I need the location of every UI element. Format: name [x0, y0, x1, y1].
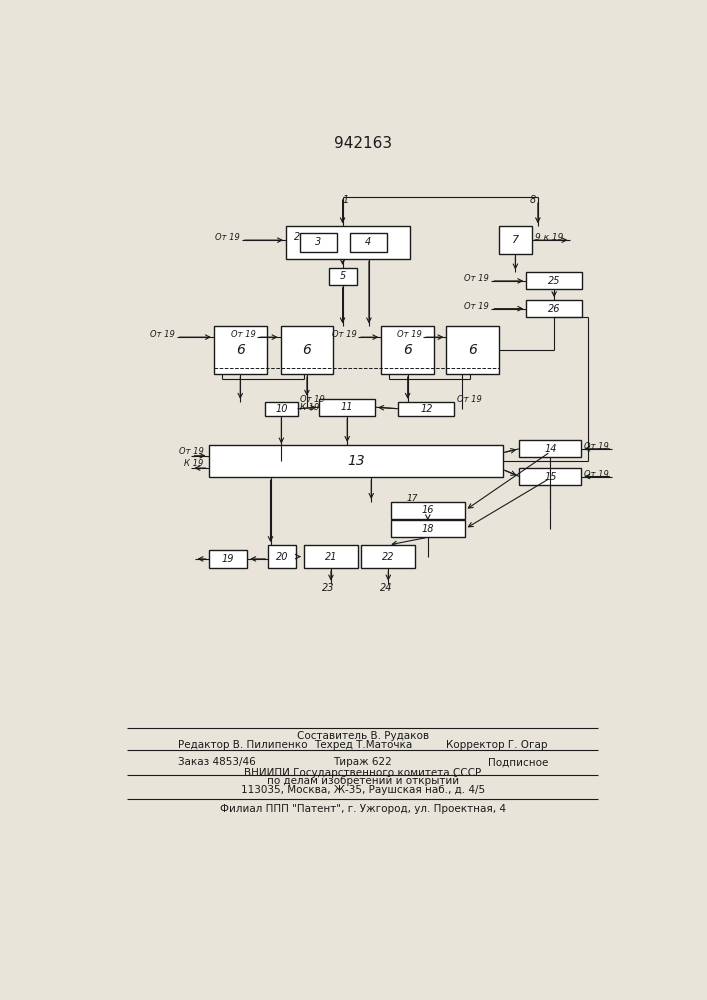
Text: 25: 25: [548, 276, 561, 286]
Text: 6: 6: [303, 343, 311, 357]
Bar: [209, 550, 247, 568]
Bar: [519, 468, 581, 485]
Text: 8: 8: [530, 195, 536, 205]
Bar: [265, 402, 298, 416]
Text: К 19: К 19: [185, 459, 204, 468]
Text: 14: 14: [544, 444, 556, 454]
Text: по делам изобретений и открытий: по делам изобретений и открытий: [267, 776, 459, 786]
Text: От 19: От 19: [583, 470, 609, 479]
Text: От 19: От 19: [457, 395, 481, 404]
Bar: [349, 233, 387, 252]
Text: От 19: От 19: [231, 330, 256, 339]
Text: От 19: От 19: [583, 442, 609, 451]
Bar: [391, 520, 465, 537]
Text: Заказ 4853/46: Заказ 4853/46: [177, 757, 255, 767]
Bar: [320, 399, 375, 416]
Text: 1: 1: [343, 195, 349, 205]
Bar: [446, 326, 499, 374]
Bar: [361, 545, 416, 568]
Text: 26: 26: [548, 304, 561, 314]
Text: 15: 15: [544, 472, 556, 482]
Text: 6: 6: [403, 343, 412, 357]
Text: От 19: От 19: [464, 274, 489, 283]
Text: Корректор Г. Огар: Корректор Г. Огар: [446, 740, 548, 750]
Text: 113035, Москва, Ж-35, Раушская наб., д. 4/5: 113035, Москва, Ж-35, Раушская наб., д. …: [240, 785, 485, 795]
Bar: [398, 402, 454, 416]
Text: К 19: К 19: [300, 403, 320, 412]
Text: 7: 7: [512, 235, 519, 245]
Text: 942163: 942163: [334, 136, 392, 151]
Text: ВНИИПИ Государственного комитета СССР: ВНИИПИ Государственного комитета СССР: [244, 768, 481, 778]
Bar: [391, 502, 465, 519]
Text: 11: 11: [341, 402, 354, 412]
Text: Составитель В. Рудаков: Составитель В. Рудаков: [297, 731, 428, 741]
Text: 20: 20: [276, 552, 288, 562]
Bar: [499, 226, 532, 254]
Text: 3: 3: [315, 237, 322, 247]
Text: 10: 10: [275, 404, 288, 414]
Text: Техред Т.Маточка: Техред Т.Маточка: [314, 740, 412, 750]
Bar: [526, 300, 582, 317]
Bar: [209, 445, 503, 477]
Text: 24: 24: [380, 583, 392, 593]
Text: От 19: От 19: [300, 395, 325, 404]
Text: 21: 21: [325, 552, 337, 562]
Text: 5: 5: [339, 271, 346, 281]
Text: 23: 23: [322, 583, 335, 593]
Text: От 19: От 19: [216, 233, 240, 242]
Text: 4: 4: [365, 237, 371, 247]
Text: Тираж 622: Тираж 622: [333, 757, 392, 767]
Text: 18: 18: [421, 524, 434, 534]
Bar: [329, 268, 356, 285]
Bar: [214, 326, 267, 374]
Bar: [304, 545, 358, 568]
Bar: [281, 326, 333, 374]
Text: 19: 19: [221, 554, 234, 564]
Text: 22: 22: [382, 552, 395, 562]
Text: 17: 17: [407, 494, 418, 503]
Text: Редактор В. Пилипенко: Редактор В. Пилипенко: [177, 740, 307, 750]
Text: От 19: От 19: [179, 447, 204, 456]
Text: 6: 6: [468, 343, 477, 357]
Text: 2: 2: [293, 232, 300, 242]
Text: 6: 6: [236, 343, 245, 357]
Bar: [381, 326, 434, 374]
Bar: [286, 226, 410, 259]
Bar: [519, 440, 581, 457]
Text: От 19: От 19: [151, 330, 175, 339]
Text: 16: 16: [421, 505, 434, 515]
Text: 13: 13: [347, 454, 365, 468]
Text: Филиал ППП "Патент", г. Ужгород, ул. Проектная, 4: Филиал ППП "Патент", г. Ужгород, ул. Про…: [220, 804, 506, 814]
Bar: [300, 233, 337, 252]
Text: От 19: От 19: [397, 330, 421, 339]
Text: От 19: От 19: [464, 302, 489, 311]
Text: От 19: От 19: [332, 330, 356, 339]
Bar: [526, 272, 582, 289]
Text: 9 к 19: 9 к 19: [534, 233, 563, 242]
Text: Подписное: Подписное: [488, 757, 548, 767]
Bar: [268, 545, 296, 568]
Text: 12: 12: [420, 404, 433, 414]
